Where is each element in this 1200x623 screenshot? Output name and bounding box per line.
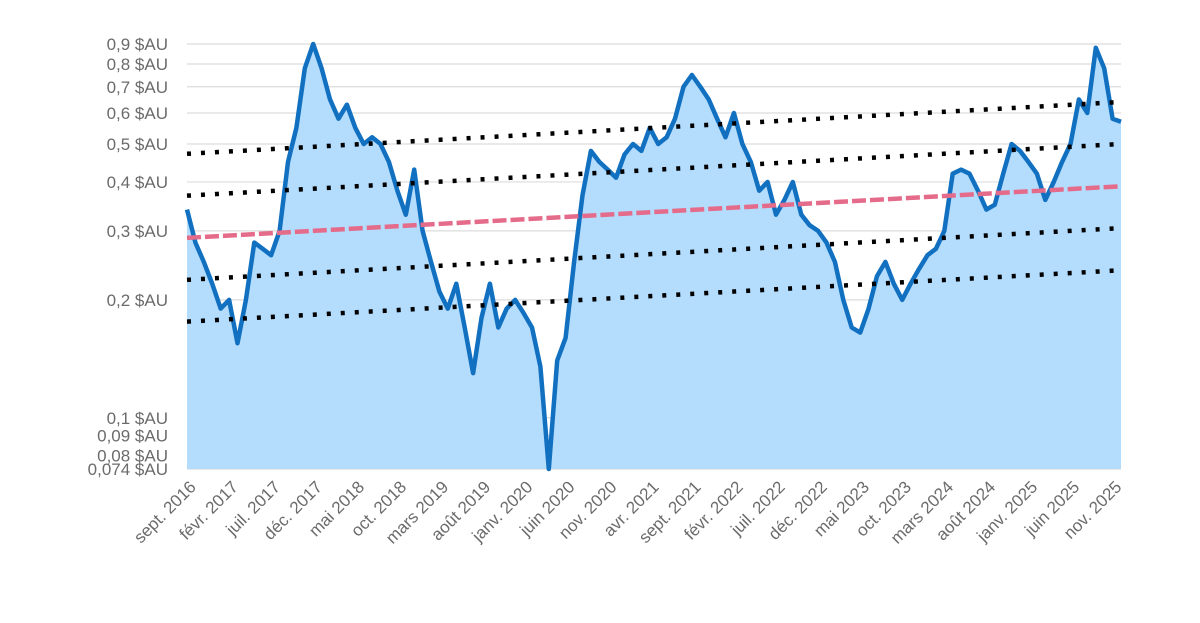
y-tick-label: 0,2 $AU	[107, 291, 168, 310]
channel-line	[186, 99, 1122, 157]
channel-line	[186, 141, 1122, 198]
y-tick-label: 0,6 $AU	[107, 104, 168, 123]
y-tick-label: 0,9 $AU	[107, 35, 168, 54]
y-tick-label: 0,09 $AU	[97, 427, 168, 446]
y-tick-label: 0,074 $AU	[88, 460, 168, 479]
price-line	[184, 41, 1122, 472]
y-tick-label: 0,08 $AU	[97, 447, 168, 466]
channel-line	[186, 268, 1122, 324]
y-tick-label: 0,3 $AU	[107, 222, 168, 241]
line-layer	[184, 41, 1122, 472]
channel-line	[186, 225, 1122, 283]
y-axis: 0,9 $AU0,8 $AU 0,7 $AU 0,6 $AU 0,5 $AU 0,4 $…	[88, 35, 168, 479]
y-tick-label: 0,5 $AU	[107, 135, 168, 154]
y-tick-label: 0,1 $AU	[107, 409, 168, 428]
y-tick-label: 0,4 $AU	[107, 173, 168, 192]
area-layer	[187, 44, 1121, 469]
y-tick-label: 0,8 $AU	[107, 55, 168, 74]
y-tick-label: 0,7 $AU	[107, 78, 168, 97]
area-fill	[187, 44, 1121, 469]
trend-line	[186, 184, 1122, 241]
